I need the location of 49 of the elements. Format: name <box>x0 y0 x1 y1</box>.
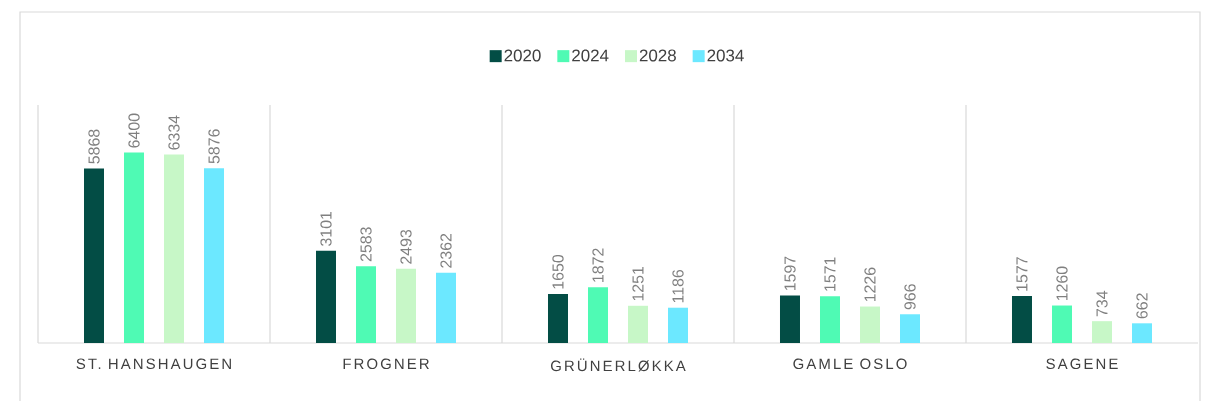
data-label: 6400 <box>128 113 140 148</box>
x-tick-label: FROGNER <box>343 358 429 370</box>
bar <box>396 268 416 343</box>
data-label: 1872 <box>592 248 604 282</box>
data-label: 5868 <box>88 129 100 164</box>
data-label: 6334 <box>168 115 180 150</box>
data-label: 1571 <box>824 257 836 291</box>
bar <box>356 266 376 343</box>
bar <box>900 314 920 343</box>
bar <box>1011 296 1032 343</box>
bar <box>1091 321 1112 343</box>
data-label: 1226 <box>864 267 876 302</box>
bar <box>779 295 800 343</box>
data-label: 1650 <box>552 254 564 289</box>
bar <box>860 306 880 343</box>
data-label: 2362 <box>440 233 452 268</box>
x-tick-label: SAGENE <box>1046 358 1118 370</box>
data-label: 662 <box>1136 293 1148 319</box>
data-label: 1260 <box>1056 266 1068 301</box>
bar <box>588 287 608 343</box>
bar <box>668 307 688 343</box>
data-label: 1251 <box>632 266 644 301</box>
x-tick-label: GAMLE OSLO <box>793 358 907 370</box>
data-label: 734 <box>1096 290 1108 317</box>
bar <box>124 152 145 343</box>
x-tick-label: GRÜNERLØKKA <box>550 358 686 372</box>
legend-label: 2028 <box>639 49 676 62</box>
data-label: 3101 <box>320 211 332 246</box>
bar <box>204 168 225 343</box>
x-tick-label: ST. HANSHAUGEN <box>76 358 231 370</box>
bar <box>436 272 456 343</box>
data-label: 2493 <box>400 229 412 264</box>
data-label: 5876 <box>208 129 220 164</box>
data-label: 2583 <box>360 227 372 262</box>
legend-label: 2034 <box>707 49 744 62</box>
legend-label: 2024 <box>572 49 609 62</box>
data-label: 1577 <box>1016 257 1028 291</box>
bar <box>164 154 185 343</box>
legend-label: 2020 <box>504 49 541 62</box>
bar <box>84 168 104 343</box>
bar <box>548 293 568 343</box>
data-label: 1597 <box>784 256 796 291</box>
data-label: 1186 <box>672 269 684 303</box>
bar <box>1051 305 1072 343</box>
data-label: 966 <box>904 284 916 310</box>
bar <box>316 250 336 343</box>
bar <box>1131 323 1152 343</box>
bar <box>820 296 840 343</box>
bar <box>628 305 648 343</box>
